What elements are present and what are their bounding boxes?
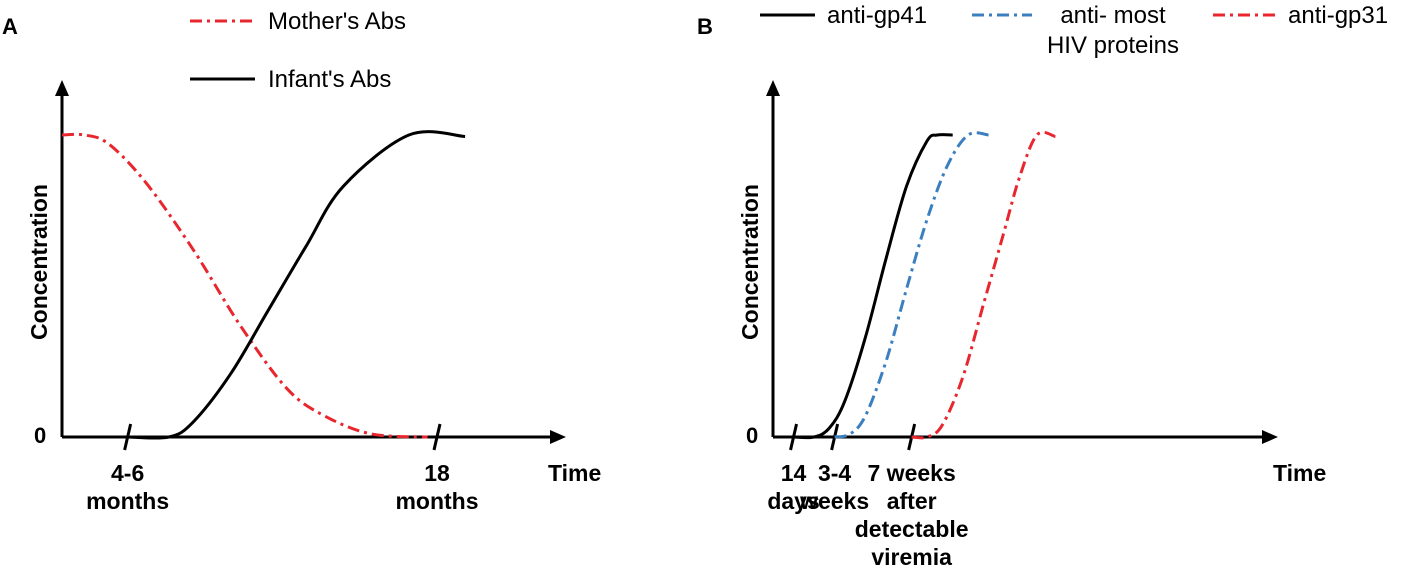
legend-a-mother-label: Mother's Abs — [268, 8, 406, 35]
x-tick-label-a-1: 4-6 months — [86, 460, 169, 514]
y-zero-label-a: 0 — [34, 423, 46, 448]
x-ticks-a: 4-6 months 18 months — [86, 423, 479, 514]
y-zero-label-b: 0 — [746, 423, 758, 448]
x-axis-b-arrow — [1262, 430, 1278, 444]
x-label-b: Time — [1273, 460, 1326, 486]
panel-b-label: B — [697, 14, 713, 39]
legend-a-infant-label: Infant's Abs — [268, 66, 391, 93]
series-line-b-2 — [834, 131, 989, 439]
panel-a-label: A — [2, 14, 18, 39]
legend-b-most-label: anti- most HIV proteins — [1047, 2, 1179, 59]
series-b — [793, 130, 1056, 440]
legend-b-gp31-label: anti-gp31 — [1288, 2, 1388, 29]
y-axis-a-arrow — [55, 80, 69, 96]
panel-a: A Mother's Abs Infant's Abs Concentratio… — [2, 8, 601, 514]
x-tick-label-b-1: 14 days — [767, 460, 819, 514]
series-line-a-1 — [61, 132, 428, 439]
series-line-b-1 — [793, 133, 953, 440]
legend-b-gp41-label: anti-gp41 — [827, 2, 927, 29]
panel-b: B anti-gp41 anti- most HIV proteins anti-… — [697, 2, 1388, 570]
y-label-a: Concentration — [26, 184, 52, 340]
x-tick-mark-a-2 — [432, 423, 442, 451]
y-label-b: Concentration — [737, 184, 763, 340]
series-a — [61, 130, 466, 440]
x-tick-label-b-2: 3-4 weeks — [799, 460, 869, 514]
series-line-a-2 — [127, 130, 466, 440]
y-axis-b-arrow — [766, 80, 780, 96]
x-axis-a-arrow — [550, 430, 566, 444]
x-tick-label-b-3: 7 weeks after detectable viremia — [855, 460, 969, 570]
series-line-b-3 — [911, 130, 1056, 440]
x-label-a: Time — [548, 460, 601, 486]
x-tick-label-a-2: 18 months — [395, 460, 478, 514]
